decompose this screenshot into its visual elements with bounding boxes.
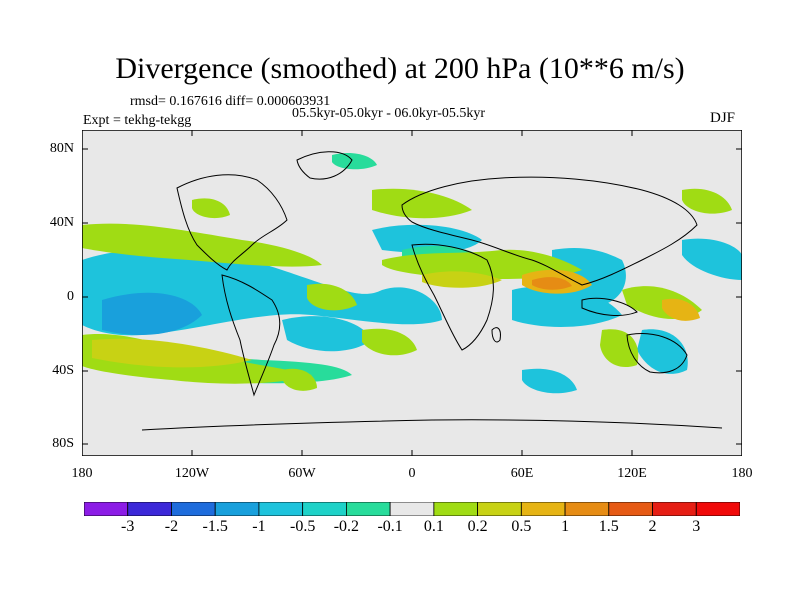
colorbar-swatch — [520, 502, 566, 516]
colorbar-label: -2 — [164, 518, 179, 535]
lat-label-0: 0 — [67, 289, 74, 304]
colorbar-swatch — [84, 502, 129, 516]
colorbar-swatch — [477, 502, 522, 516]
stats-line: rmsd= 0.167616 diff= 0.000603931 — [130, 94, 331, 109]
colorbar-swatch — [258, 502, 304, 516]
colorbar-swatch — [171, 502, 216, 516]
expt-line: Expt = tekhg-tekgg — [83, 113, 192, 128]
colorbar-label: -3 — [121, 518, 135, 535]
colorbar-swatch — [695, 502, 740, 516]
lon-label-180w: 180 — [71, 466, 93, 481]
lon-label-180e: 180 — [731, 466, 753, 481]
lon-label-60w: 60W — [288, 466, 316, 481]
colorbar-swatch — [433, 502, 478, 516]
coastlines — [141, 151, 723, 431]
plot-title: Divergence (smoothed) at 200 hPa (10**6 … — [115, 52, 685, 85]
colorbar-swatch — [652, 502, 697, 516]
colorbar-label: 1 — [561, 518, 570, 535]
colorbar-swatch — [345, 502, 391, 516]
colorbar-swatch — [564, 502, 610, 516]
colorbar-label: -0.2 — [333, 518, 360, 535]
colorbar-label: 3 — [692, 518, 701, 535]
colorbar-swatch — [608, 502, 653, 516]
lat-label-40n: 40N — [49, 215, 74, 230]
divergence-field — [82, 153, 742, 394]
season-label: DJF — [710, 110, 736, 126]
colorbar-label: 0.5 — [511, 518, 532, 535]
lon-label-120w: 120W — [174, 466, 210, 481]
lon-label-60e: 60E — [510, 466, 534, 481]
lon-label-0: 0 — [408, 466, 416, 481]
period-line: 05.5kyr-05.0kyr - 06.0kyr-05.5kyr — [292, 106, 486, 121]
colorbar-label: 0.2 — [467, 518, 488, 535]
colorbar-label: -0.5 — [289, 518, 316, 535]
colorbar-label: 0.1 — [423, 518, 444, 535]
colorbar-swatch — [127, 502, 172, 516]
axis-ticks — [82, 130, 742, 456]
colorbar-label: 1.5 — [598, 518, 619, 535]
lat-label-40s: 40S — [52, 363, 74, 378]
lon-label-120e: 120E — [617, 466, 647, 481]
divergence-map — [82, 130, 742, 456]
colorbar-label: 2 — [648, 518, 657, 535]
lat-label-80s: 80S — [52, 436, 74, 451]
colorbar-label: -0.1 — [377, 518, 403, 535]
colorbar-label: -1 — [252, 518, 266, 535]
colorbar-label: -1.5 — [202, 518, 228, 535]
colorbar-swatch — [302, 502, 347, 516]
colorbar-swatch — [389, 502, 435, 516]
colorbar-swatch — [214, 502, 260, 516]
colorbar — [84, 502, 740, 516]
lat-label-80n: 80N — [49, 141, 74, 156]
